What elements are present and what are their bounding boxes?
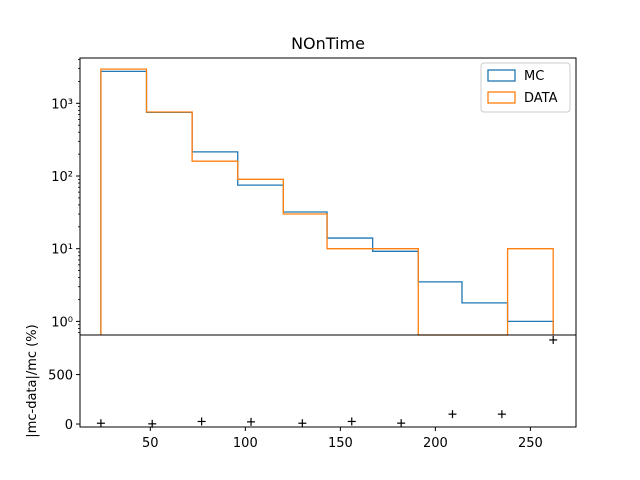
ratio-point: [497, 410, 506, 419]
y-tick-label: 10²: [51, 170, 73, 185]
ratio-points: [96, 335, 558, 428]
x-tick-label: 50: [142, 436, 159, 451]
histogram-axes: 10⁰ 10¹ 10² 10³: [51, 57, 577, 336]
ratio-point: [448, 410, 457, 419]
ratio-point: [549, 335, 558, 344]
legend-label-mc: MC: [524, 69, 544, 84]
legend-label-data: DATA: [524, 91, 558, 106]
ratio-frame: [79, 334, 577, 428]
x-tick-label: 250: [518, 436, 543, 451]
x-tick-label: 100: [233, 436, 258, 451]
x-tick-label: 150: [328, 436, 353, 451]
ratio-y-ticks: 0 500: [48, 369, 80, 433]
ratio-x-ticks: 50 100 150 200 250: [142, 427, 543, 451]
legend-swatch-mc: [487, 69, 516, 82]
legend-box: [480, 62, 571, 113]
histogram-y-ticks: 10⁰ 10¹ 10² 10³: [51, 59, 80, 334]
ratio-point: [347, 417, 356, 426]
ratio-point: [247, 417, 256, 426]
ratio-y-label: |mc-data|/mc (%): [25, 324, 40, 437]
chart-title: NOnTime: [291, 34, 365, 53]
legend: MC DATA: [480, 62, 571, 113]
ratio-point: [197, 417, 206, 426]
ratio-point: [298, 419, 307, 428]
legend-swatch-data: [487, 91, 516, 104]
ratio-point: [96, 419, 105, 428]
ratio-y-tick-label: 500: [48, 369, 73, 384]
ratio-point: [397, 419, 406, 428]
ratio-y-tick-label: 0: [65, 418, 73, 433]
ratio-axes: 0 500 50 100 150 200 250 |mc-data|/mc (%): [25, 324, 577, 451]
x-tick-label: 200: [423, 436, 448, 451]
y-tick-label: 10¹: [51, 243, 73, 258]
y-tick-label: 10⁰: [51, 315, 73, 330]
y-tick-label: 10³: [51, 97, 73, 112]
